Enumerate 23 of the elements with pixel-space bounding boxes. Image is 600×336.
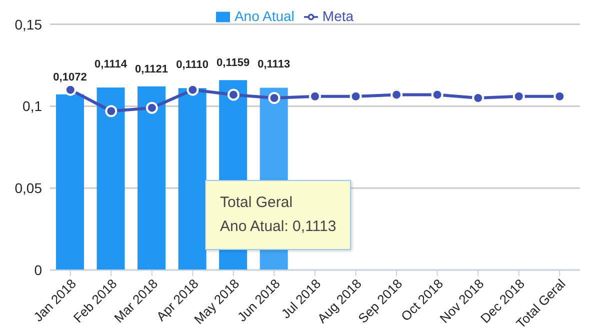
legend-label: Meta bbox=[322, 8, 354, 24]
tooltip-box: Total Geral Ano Atual: 0,1113 bbox=[205, 180, 352, 250]
y-tick-label: 0,15 bbox=[14, 16, 42, 32]
point bbox=[268, 92, 280, 104]
point bbox=[146, 102, 158, 114]
annotation: Ano Atual: 0,1113 bbox=[220, 217, 336, 237]
data-label: 0,1110 bbox=[176, 59, 209, 72]
data-label: 0,1072 bbox=[53, 71, 87, 84]
data-label: 0,1159 bbox=[216, 57, 250, 70]
annotation: Total Geral bbox=[220, 193, 294, 213]
data-label: 0,1113 bbox=[258, 58, 290, 71]
data-label: 0,1114 bbox=[94, 58, 128, 71]
legend-label: Ano Atual bbox=[234, 8, 294, 24]
bar bbox=[178, 88, 206, 270]
point bbox=[105, 105, 118, 118]
y-tick-label: 0,05 bbox=[14, 180, 42, 196]
point bbox=[227, 88, 240, 101]
y-tick-label: 0 bbox=[34, 262, 42, 278]
bar bbox=[56, 94, 84, 270]
y-tick-label: 0,1 bbox=[22, 98, 42, 114]
data-label: 0,1121 bbox=[135, 63, 168, 76]
bar bbox=[96, 88, 125, 270]
bar bbox=[138, 86, 166, 270]
